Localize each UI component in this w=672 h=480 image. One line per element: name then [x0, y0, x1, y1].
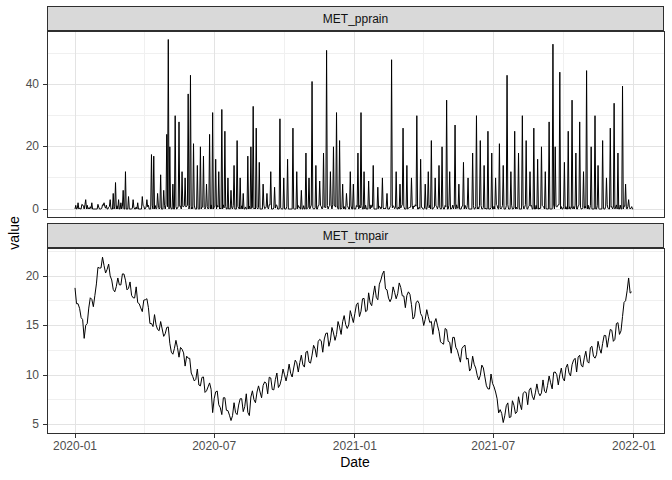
- x-axis-title: Date: [315, 454, 395, 470]
- y-tick-label-tmpair: 20: [0, 269, 39, 284]
- facet-strip-pprain: MET_pprain: [47, 6, 664, 31]
- facet-strip-pprain-label: MET_pprain: [323, 12, 388, 26]
- y-tick-label-pprain: 20: [0, 139, 39, 154]
- y-tick-label-tmpair: 15: [0, 318, 39, 333]
- facet-strip-tmpair: MET_tmpair: [47, 223, 664, 248]
- y-tick-label-tmpair: 5: [0, 417, 39, 432]
- y-tick-label-pprain: 0: [0, 202, 39, 217]
- x-tick-label: 2021-07: [458, 439, 528, 454]
- x-tick-label: 2021-01: [320, 439, 390, 454]
- x-tick-label: 2020-01: [40, 439, 110, 454]
- y-tick-label-tmpair: 10: [0, 368, 39, 383]
- x-tick-label: 2020-07: [179, 439, 249, 454]
- facet-strip-tmpair-label: MET_tmpair: [323, 229, 388, 243]
- y-tick-label-pprain: 40: [0, 77, 39, 92]
- x-tick-label: 2022-01: [599, 439, 669, 454]
- faceted-time-series-chart: MET_pprain MET_tmpair value Date 0204051…: [0, 0, 672, 480]
